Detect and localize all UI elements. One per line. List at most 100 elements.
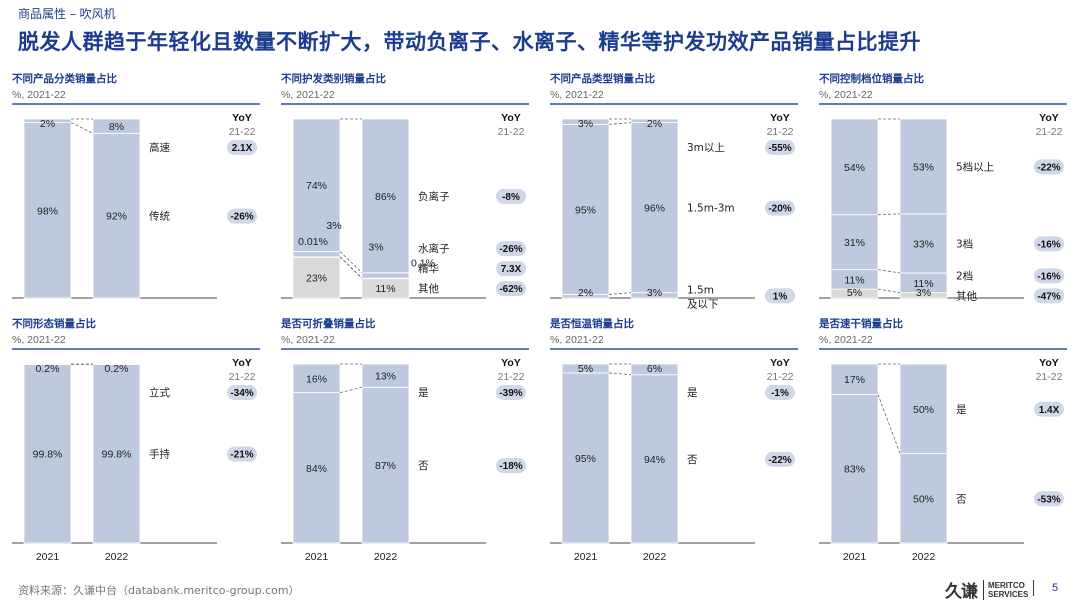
data-label: 2% — [647, 118, 662, 130]
chart-panel-8: 是否速干销量占比 %, 2021-22 2021 2022 83% 17% 50% 50% Yo… — [818, 317, 1067, 563]
data-label: 84% — [306, 463, 327, 475]
data-label: 3% — [647, 287, 662, 299]
bar-segment — [561, 118, 610, 125]
logo-cn-text: 久谦 — [945, 582, 978, 602]
yoy-value: 1.4X — [1039, 405, 1060, 416]
yoy-header: YoY — [232, 357, 252, 369]
bar-segment — [92, 118, 141, 134]
data-label: 0.2% — [36, 363, 60, 375]
yoy-pill — [765, 385, 795, 400]
bar-segment — [361, 272, 410, 279]
chart-title: 不同护发类别销量占比 — [281, 72, 386, 85]
data-label: 86% — [375, 191, 396, 203]
yoy-pill — [227, 140, 257, 155]
bar-segment — [561, 123, 610, 295]
yoy-header: YoY — [1039, 357, 1059, 369]
chart-title: 是否可折叠销量占比 — [280, 317, 376, 330]
bar-segment — [899, 363, 948, 454]
yoy-pill — [496, 385, 526, 400]
chart-panel-3: 不同产品类型销量占比 %, 2021-22 2% 95% 3% 3% 96% 2% YoY 21-… — [550, 72, 798, 310]
data-label: 94% — [644, 454, 665, 466]
series-label: 否 — [956, 493, 967, 505]
data-label: 33% — [913, 238, 934, 250]
series-label: 是 — [956, 404, 967, 416]
series-label: 3m以上 — [687, 142, 725, 154]
data-label: 96% — [644, 203, 665, 215]
yoy-subheader: 21-22 — [229, 371, 256, 383]
series-label: 传统 — [149, 210, 170, 223]
bar-segment — [361, 363, 410, 388]
bar-segment — [361, 118, 410, 274]
yoy-subheader: 21-22 — [767, 126, 794, 138]
yoy-value: -21% — [230, 450, 253, 461]
data-label: 92% — [106, 211, 127, 223]
source-note: 资料来源：久谦中台（databank.meritco-group.com） — [18, 584, 300, 597]
yoy-value: 7.3X — [501, 264, 522, 275]
yoy-value: -26% — [499, 244, 522, 255]
data-label: 0.1% — [411, 257, 435, 269]
data-label: 31% — [844, 237, 865, 249]
series-label: 否 — [418, 460, 429, 472]
series-label: 其他 — [956, 289, 977, 302]
yoy-value: -62% — [499, 284, 522, 295]
series-label: 5档以上 — [956, 160, 994, 173]
bar-segment — [630, 363, 679, 376]
bar-segment — [630, 118, 679, 123]
x-tick-label: 2022 — [105, 551, 129, 563]
data-label: 99.8% — [102, 449, 132, 461]
connector-line — [339, 251, 363, 274]
yoy-header: YoY — [770, 112, 790, 124]
yoy-header: YoY — [1039, 112, 1059, 124]
connector-line — [608, 292, 632, 295]
chart-unit: %, 2021-22 — [12, 89, 66, 101]
yoy-pill — [765, 200, 795, 216]
yoy-value: -20% — [768, 204, 791, 215]
connector-line — [339, 386, 363, 394]
chart-unit: %, 2021-22 — [550, 89, 604, 101]
yoy-pill — [765, 451, 795, 467]
bar-segment — [23, 122, 72, 299]
data-label: 53% — [913, 161, 934, 173]
yoy-pill — [1034, 268, 1064, 284]
series-label: 高速 — [149, 141, 170, 154]
yoy-value: -16% — [1037, 239, 1060, 250]
page-number: 5 — [1052, 582, 1059, 594]
series-label: 精华 — [418, 262, 439, 275]
connector-line — [70, 122, 94, 134]
chart-unit: %, 2021-22 — [281, 89, 335, 101]
chart-panel-7: 是否恒温销量占比 %, 2021-22 2021 2022 95% 5% 94% 6% YoY 2… — [549, 317, 798, 563]
connector-line — [608, 372, 632, 376]
data-label: 0.2% — [105, 363, 129, 375]
chart-panel-2: 不同护发类别销量占比 %, 2021-22 23% 0.01% 3% 74% 11% 0.1%… — [281, 72, 529, 299]
bar-segment — [830, 363, 879, 395]
yoy-header: YoY — [501, 357, 521, 369]
yoy-value: -22% — [768, 455, 791, 466]
data-label: 3% — [916, 287, 931, 299]
series-label: 1.5m-3m — [687, 203, 735, 215]
yoy-subheader: 21-22 — [1036, 126, 1063, 138]
data-label: 98% — [37, 205, 58, 217]
logo-en-text: MERITCO SERVICES — [988, 581, 1028, 599]
series-label: 1.5m — [687, 284, 714, 296]
logo-en-line1: MERITCO — [988, 580, 1025, 590]
yoy-pill — [765, 140, 795, 155]
chart-unit: %, 2021-22 — [281, 334, 335, 346]
yoy-subheader: 21-22 — [767, 371, 794, 383]
data-label: 2% — [40, 118, 55, 130]
chart-title: 不同产品分类销量占比 — [12, 72, 117, 85]
bar-segment — [630, 374, 679, 544]
bar-segment — [23, 118, 72, 123]
charts-area: 不同产品分类销量占比 %, 2021-22 98% 2% 92% 8% YoY 21-22 传统… — [12, 72, 1067, 563]
page-title: 脱发人群趋于年轻化且数量不断扩大，带动负离子、水离子、精华等护发功效产品销量占比… — [18, 30, 921, 54]
yoy-value: 1% — [773, 291, 788, 302]
chart-unit: %, 2021-22 — [819, 334, 873, 346]
yoy-pill — [1034, 401, 1064, 417]
data-label: 74% — [306, 180, 327, 192]
yoy-pill — [1034, 159, 1064, 175]
x-tick-label: 2022 — [643, 551, 667, 563]
data-label: 87% — [375, 460, 396, 472]
yoy-header: YoY — [770, 357, 790, 369]
connector-line — [877, 394, 901, 454]
chart-unit: %, 2021-22 — [550, 334, 604, 346]
series-label: 是 — [687, 387, 698, 399]
